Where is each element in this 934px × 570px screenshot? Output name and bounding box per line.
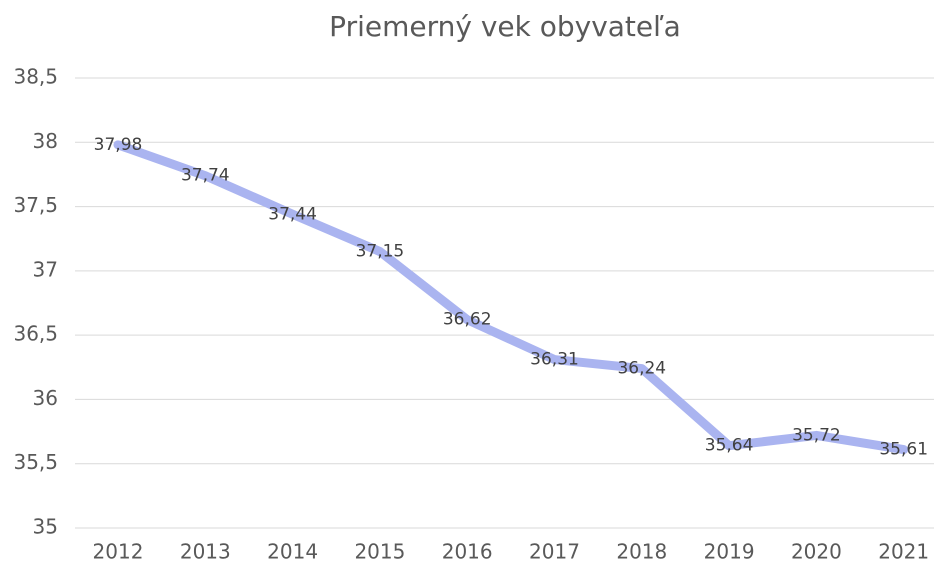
x-tick-label: 2012 bbox=[93, 540, 144, 564]
data-label: 35,64 bbox=[705, 436, 754, 456]
x-tick-label: 2013 bbox=[180, 540, 231, 564]
y-tick-label: 37 bbox=[33, 257, 58, 281]
y-tick-label: 36,5 bbox=[13, 322, 58, 346]
x-tick-label: 2014 bbox=[267, 540, 318, 564]
data-label: 36,31 bbox=[530, 350, 579, 370]
y-tick-label: 37,5 bbox=[13, 193, 58, 217]
data-label: 36,24 bbox=[617, 359, 666, 379]
data-label: 37,44 bbox=[268, 204, 317, 224]
y-tick-label: 38,5 bbox=[13, 65, 58, 89]
data-label: 37,15 bbox=[356, 242, 405, 262]
data-label: 35,72 bbox=[792, 425, 841, 445]
data-line bbox=[113, 140, 909, 455]
data-label: 35,61 bbox=[879, 440, 928, 460]
chart-title: Priemerný vek obyvateľa bbox=[329, 10, 681, 43]
x-tick-label: 2019 bbox=[704, 540, 755, 564]
x-tick-label: 2015 bbox=[354, 540, 405, 564]
y-tick-label: 36 bbox=[33, 386, 58, 410]
y-tick-label: 35 bbox=[33, 515, 58, 539]
y-tick-label: 35,5 bbox=[13, 450, 58, 474]
x-tick-label: 2017 bbox=[529, 540, 580, 564]
data-label: 36,62 bbox=[443, 310, 492, 330]
x-tick-label: 2021 bbox=[878, 540, 929, 564]
x-tick-label: 2018 bbox=[616, 540, 667, 564]
y-tick-label: 38 bbox=[33, 129, 58, 153]
data-label: 37,74 bbox=[181, 166, 230, 186]
x-tick-label: 2016 bbox=[442, 540, 493, 564]
data-label: 37,98 bbox=[94, 135, 143, 155]
x-tick-label: 2020 bbox=[791, 540, 842, 564]
